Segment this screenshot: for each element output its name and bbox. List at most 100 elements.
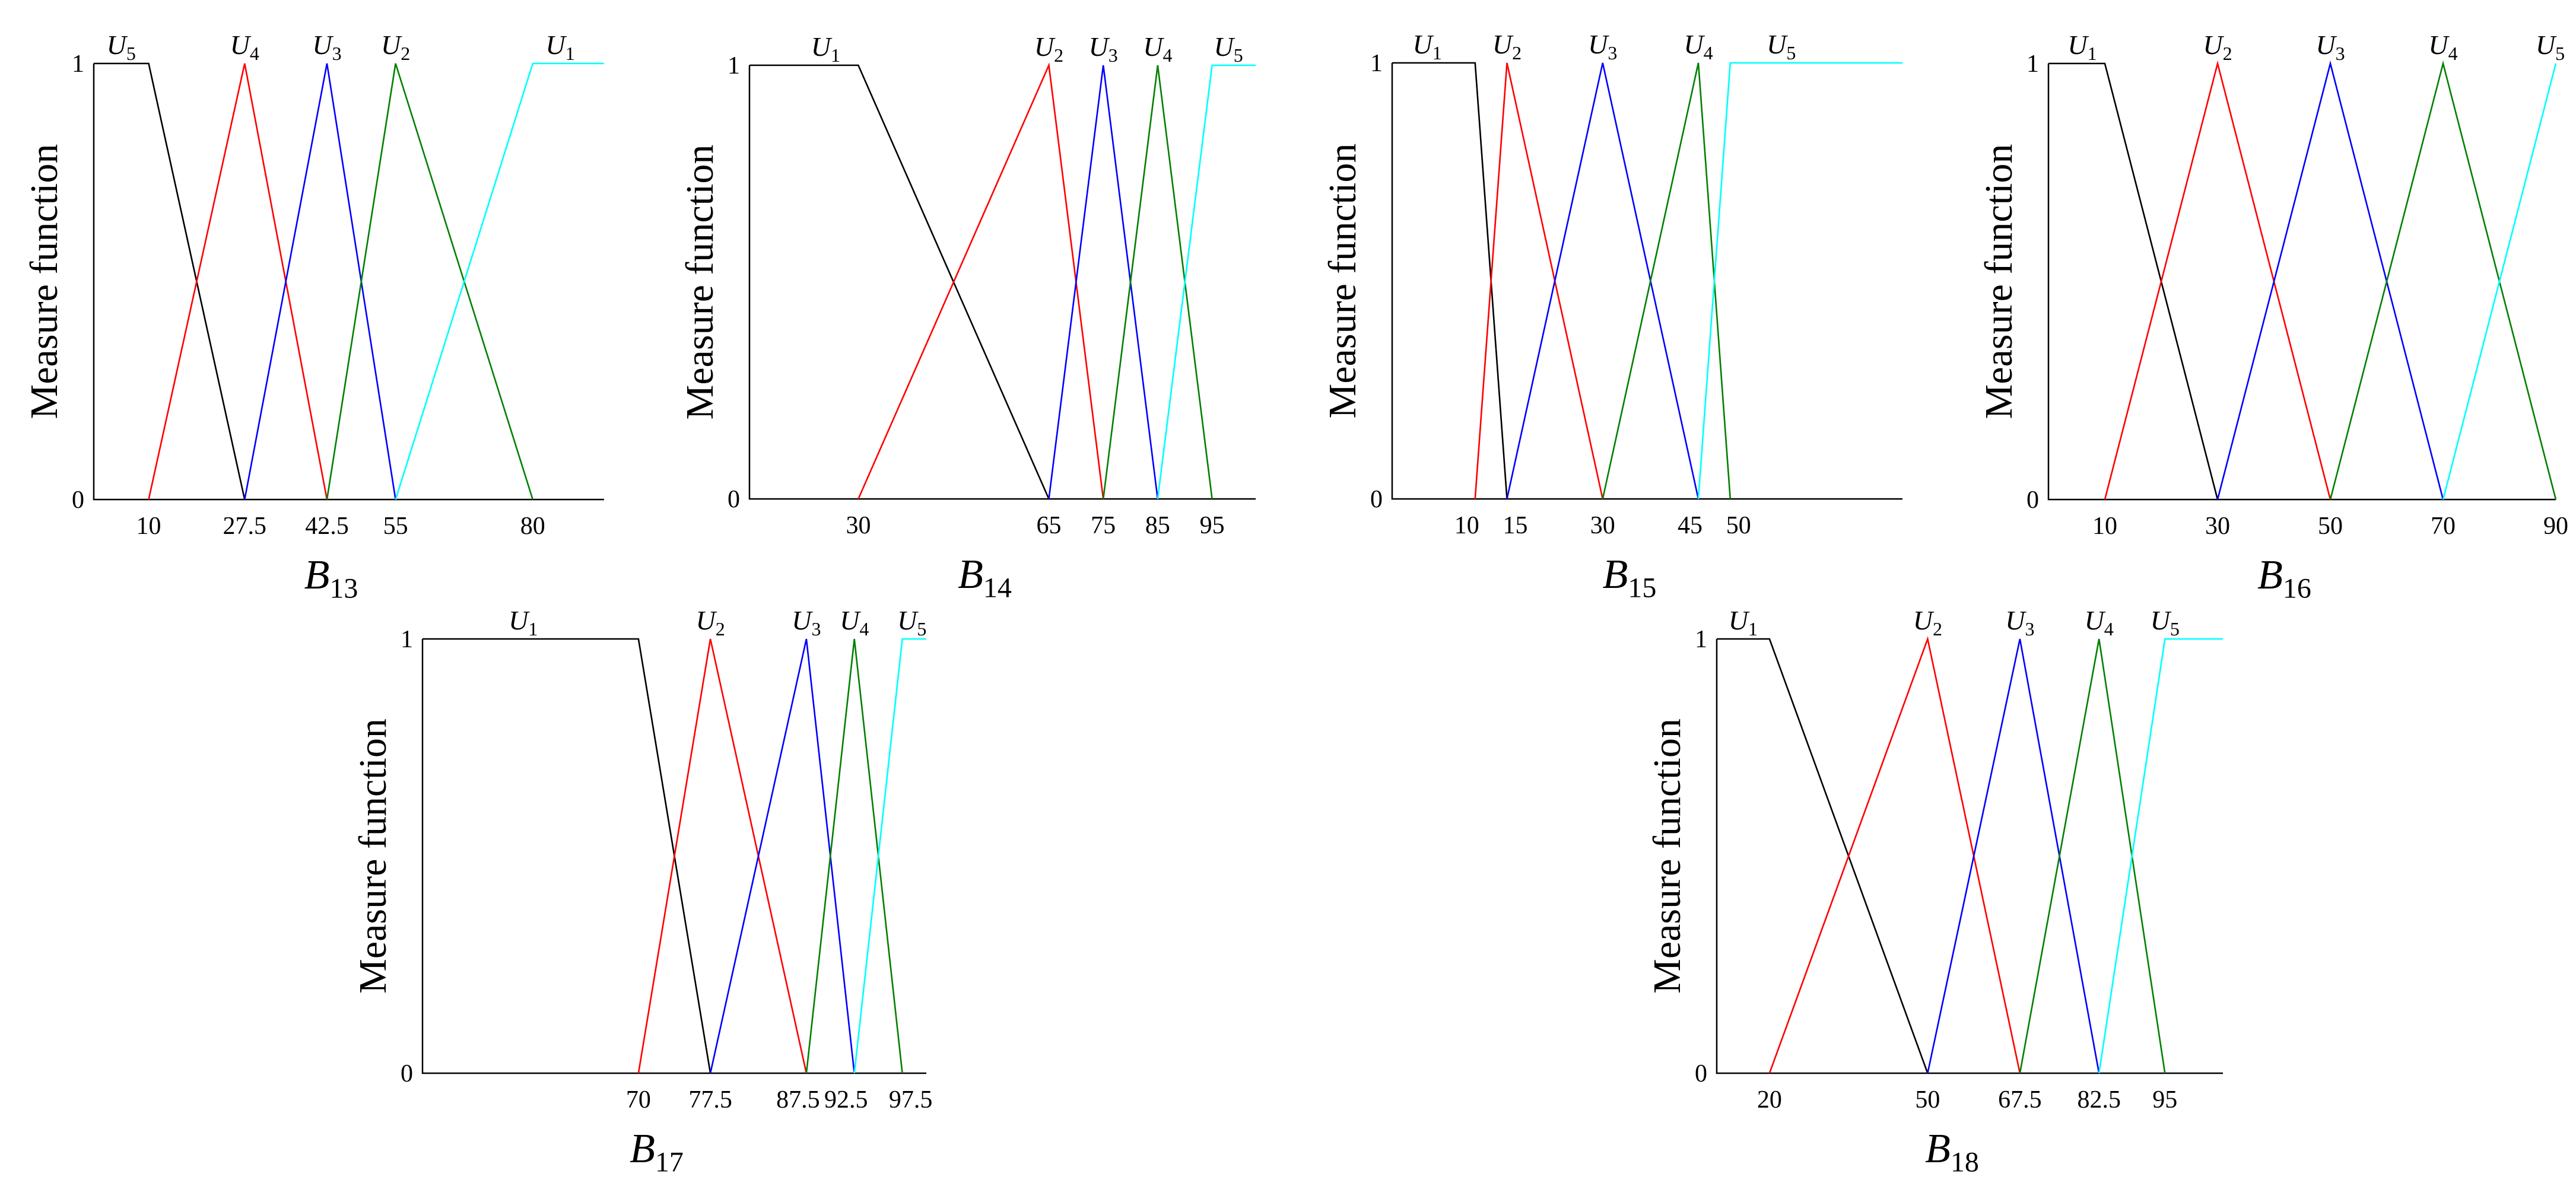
- panel-label: B14: [958, 552, 1012, 603]
- set-label-u2-subscript: 2: [1933, 618, 1942, 640]
- x-tick-label: 75: [1091, 512, 1116, 539]
- set-label-u3-subscript: 3: [2025, 618, 2035, 640]
- set-label-u2-base: U: [696, 605, 717, 635]
- set-label-u1: U1: [811, 31, 840, 66]
- x-tick-label: 97.5: [889, 1086, 933, 1114]
- series-line-u2: [2104, 60, 2332, 500]
- set-label-u2-base: U: [1913, 605, 1935, 635]
- series-line-u4: [805, 638, 903, 1074]
- y-tick-label-0: 0: [1370, 486, 1383, 513]
- set-label-u1-base: U: [509, 605, 530, 635]
- y-axis-label: Measure function: [678, 145, 722, 420]
- set-label-u4-subscript: 4: [1163, 44, 1173, 66]
- x-tick-label: 30: [1590, 512, 1615, 539]
- panel-label-base: B: [2257, 552, 2283, 598]
- x-tick-label: 82.5: [2077, 1086, 2121, 1114]
- series-line-u3: [709, 638, 855, 1074]
- y-tick-label-0: 0: [2027, 486, 2039, 514]
- set-label-u4-subscript: 4: [2448, 43, 2458, 64]
- y-tick-label-0: 0: [401, 1060, 413, 1087]
- set-label-u1: U1: [545, 30, 574, 64]
- set-label-u3-base: U: [1588, 29, 1609, 59]
- panel-label-base: B: [958, 552, 983, 597]
- set-label-u3: U3: [792, 605, 821, 640]
- set-label-u3: U3: [2315, 30, 2345, 64]
- y-tick-label-0: 0: [72, 486, 84, 514]
- x-tick-label: 30: [846, 512, 871, 539]
- set-label-u1: U1: [2067, 30, 2097, 64]
- y-tick-label-1: 1: [2027, 50, 2039, 78]
- set-label-u4: U4: [1684, 29, 1713, 63]
- set-label-u4-subscript: 4: [859, 618, 869, 640]
- panel-label-subscript: 16: [2283, 572, 2311, 604]
- x-tick-label: 90: [2543, 513, 2568, 540]
- set-label-u5-subscript: 5: [2170, 618, 2180, 640]
- y-tick-label-1: 1: [1370, 50, 1383, 77]
- set-label-u2: U2: [2203, 30, 2232, 64]
- panel-label: B16: [2257, 552, 2311, 604]
- series-line-u3: [1506, 62, 1700, 500]
- x-tick-label: 67.5: [1998, 1086, 2042, 1114]
- set-label-u4-subscript: 4: [1704, 42, 1713, 63]
- series-line-u1: [1717, 638, 1929, 1074]
- panel-label-base: B: [304, 552, 330, 598]
- set-label-u3-base: U: [312, 30, 333, 60]
- x-tick-label: 27.5: [223, 513, 267, 540]
- set-label-u3-subscript: 3: [811, 618, 821, 640]
- set-label-u4-base: U: [1143, 31, 1164, 62]
- series-line-u5: [853, 638, 926, 1074]
- set-label-u4: U4: [2085, 605, 2114, 640]
- series-line-u2: [857, 62, 1104, 500]
- series-line-u2: [1474, 62, 1604, 500]
- y-axis-label: Measure function: [23, 144, 66, 419]
- x-tick-label: 50: [2318, 513, 2343, 540]
- set-label-u5: U5: [897, 605, 926, 640]
- series-line-u1: [423, 638, 712, 1074]
- y-axis-label: Measure function: [1321, 144, 1364, 419]
- y-tick-label-0: 0: [728, 486, 740, 513]
- set-label-u2: U2: [1492, 29, 1522, 63]
- set-label-u1-base: U: [1413, 29, 1434, 59]
- x-tick-label: 10: [1454, 512, 1479, 539]
- panel-label: B18: [1925, 1126, 1979, 1178]
- set-label-u4-base: U: [2085, 605, 2106, 635]
- set-label-u3-base: U: [792, 605, 813, 635]
- set-label-u4-base: U: [230, 30, 252, 60]
- set-label-u1: U1: [509, 605, 538, 640]
- axis-frame: [421, 639, 926, 1074]
- panel-label-base: B: [1925, 1126, 1951, 1172]
- axis-frame: [1391, 63, 1902, 500]
- panel-label-base: B: [1603, 552, 1628, 597]
- set-label-u3-base: U: [2005, 605, 2027, 635]
- set-label-u1-base: U: [2067, 30, 2089, 60]
- y-tick-label-1: 1: [72, 50, 84, 78]
- set-label-u4: U4: [1143, 31, 1172, 66]
- x-tick-label: 70: [2431, 513, 2456, 540]
- panel-label: B17: [630, 1126, 684, 1178]
- axis-frame: [748, 65, 1256, 500]
- set-label-u2: U2: [1034, 31, 1063, 66]
- set-label-u4-base: U: [2428, 30, 2450, 60]
- x-tick-label: 45: [1678, 512, 1702, 539]
- set-label-u5-subscript: 5: [1786, 42, 1796, 63]
- set-label-u1-subscript: 1: [528, 618, 538, 640]
- set-label-u3: U3: [1588, 29, 1617, 63]
- x-tick-label: 15: [1503, 512, 1528, 539]
- y-axis-label: Measure function: [1646, 718, 1689, 994]
- series-line-u4: [148, 63, 328, 500]
- set-label-u3: U3: [1089, 31, 1118, 66]
- panel-label-subscript: 17: [655, 1146, 684, 1178]
- set-label-u1-base: U: [545, 30, 567, 60]
- set-label-u4: U4: [230, 30, 259, 64]
- set-label-u1-subscript: 1: [831, 44, 840, 66]
- set-label-u3: U3: [312, 30, 341, 64]
- series-line-u5: [2442, 63, 2557, 500]
- set-label-u1-subscript: 1: [566, 43, 575, 64]
- set-label-u2-subscript: 2: [2223, 43, 2232, 64]
